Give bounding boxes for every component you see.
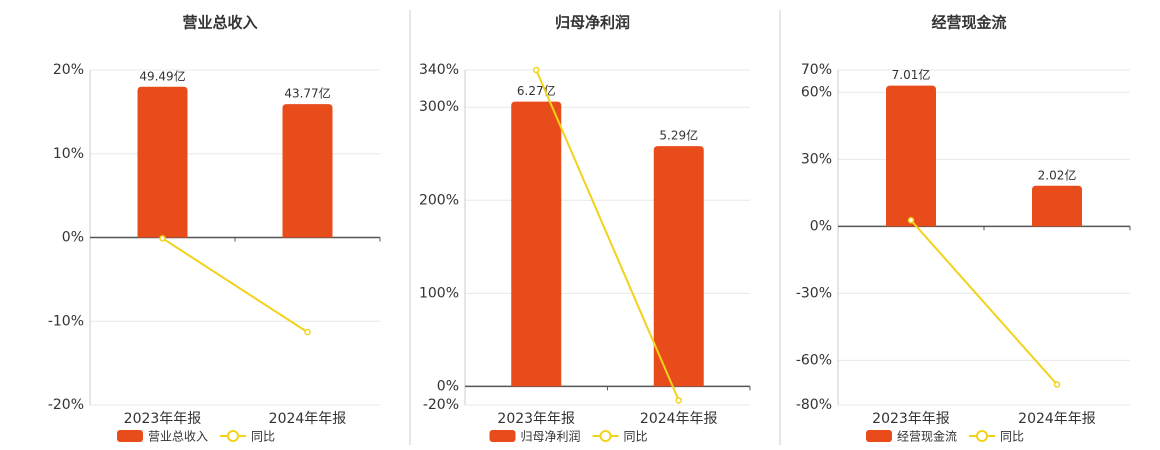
point [1053,381,1061,388]
legend-swatch [976,430,989,442]
legend-swatch [599,430,612,442]
legend-label: 同比 [624,430,648,444]
data-label: 7.01亿 [892,67,931,82]
y-tick-label: -60% [796,352,832,368]
legend-swatch [866,430,892,442]
x-tick-label: 2023年年报 [124,411,202,427]
point [907,217,915,224]
y-tick-label: 0% [62,230,84,246]
data-label: 49.49亿 [139,68,185,83]
x-tick-label: 2024年年报 [1018,411,1096,427]
legend-swatch [227,430,240,442]
y-tick-label: -20% [48,397,84,413]
y-tick-label: 100% [419,285,459,301]
y-tick-label: -10% [48,313,84,329]
bar [511,101,562,387]
y-tick-label: 300% [419,99,459,115]
y-tick-label: 340% [419,62,459,78]
point [159,235,166,242]
y-tick-label: 30% [801,151,832,167]
legend-label: 同比 [251,430,275,444]
x-tick-label: 2024年年报 [269,411,347,427]
bar [886,85,936,227]
data-label: 43.77亿 [284,86,330,101]
x-tick-label: 2023年年报 [872,411,950,427]
bar [1032,185,1082,227]
line [535,69,680,401]
data-label: 2.02亿 [1038,167,1077,182]
y-tick-label: -20% [423,397,459,413]
legend-label: 归母净利润 [521,430,581,444]
point [533,66,540,74]
line [161,237,309,333]
data-label: 5.29亿 [659,128,698,143]
y-tick-label: 200% [419,192,459,208]
y-tick-label: 0% [810,218,832,234]
legend-label: 营业总收入 [148,430,208,444]
legend-label: 经营现金流 [897,429,957,444]
line [910,219,1058,386]
chart-title: 经营现金流 [931,14,1006,32]
bar [653,146,704,387]
x-tick-label: 2024年年报 [640,411,718,427]
y-tick-label: 10% [53,146,84,162]
point [675,397,682,404]
bar [282,104,333,238]
bar [137,86,188,238]
x-tick-label: 2023年年报 [497,411,575,427]
y-tick-label: -80% [796,397,832,413]
legend-swatch [489,430,516,442]
y-tick-label: 70% [801,62,832,78]
chart-title: 营业总收入 [182,14,257,32]
chart-title: 归母净利润 [555,14,630,32]
y-tick-label: 20% [53,62,84,78]
y-tick-label: 60% [801,84,832,100]
y-tick-label: 0% [437,378,459,394]
legend-label: 同比 [1000,430,1024,444]
data-label: 6.27亿 [517,83,556,98]
legend-swatch [117,430,143,442]
y-tick-label: -30% [796,285,832,301]
point [304,328,311,336]
